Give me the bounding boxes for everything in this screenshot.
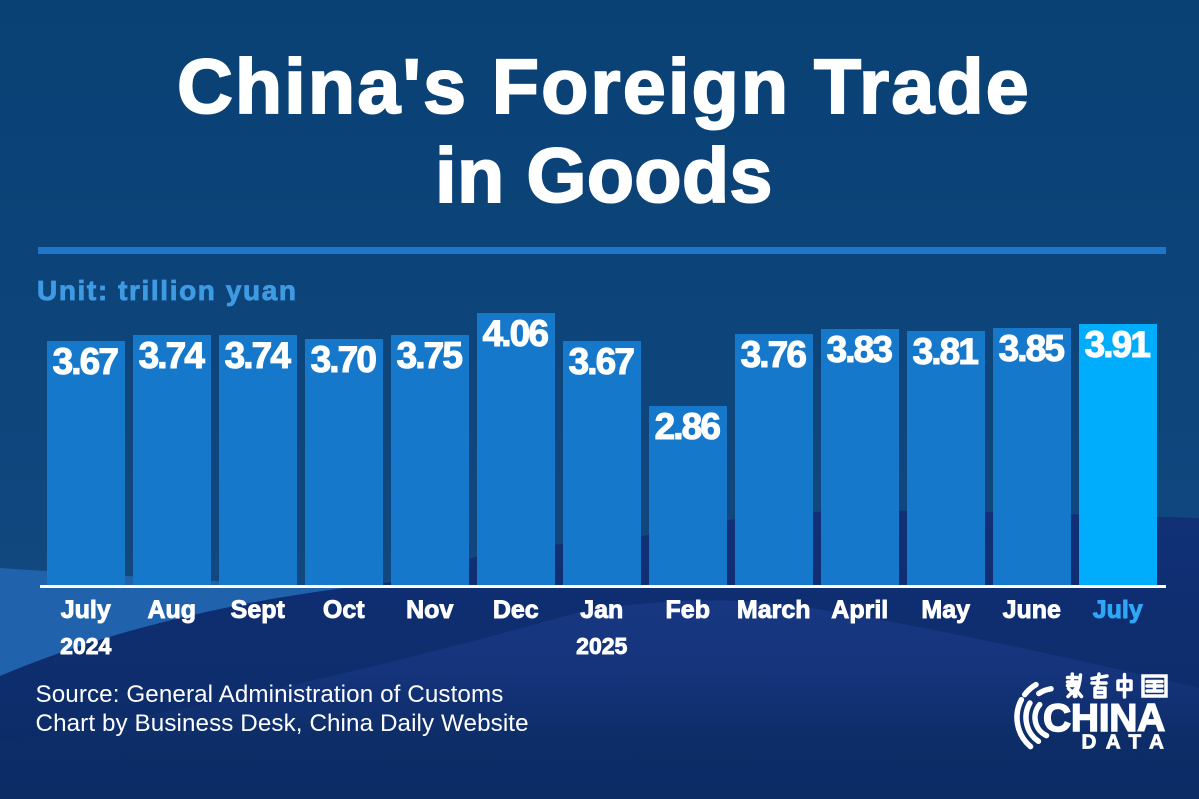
svg-text:DATA: DATA [1082,730,1174,753]
svg-text:CHINA: CHINA [1043,697,1165,740]
